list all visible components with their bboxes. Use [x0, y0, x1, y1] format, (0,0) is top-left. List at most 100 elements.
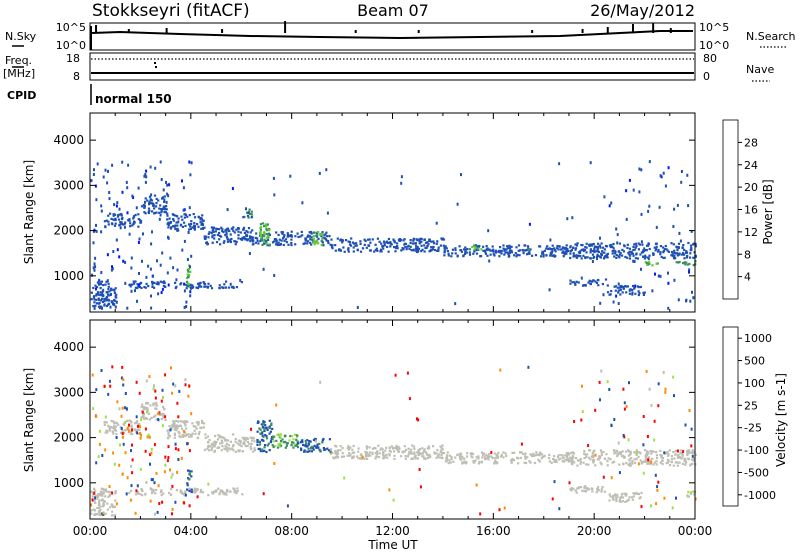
velocity-pixel: [615, 497, 618, 500]
velocity-speckle: [207, 482, 210, 486]
velocity-pixel: [615, 500, 618, 503]
power-speckle: [143, 174, 146, 178]
velocity-pixel: [672, 464, 675, 467]
power-pixel: [502, 244, 505, 247]
power-speckle: [289, 174, 292, 178]
velocity-hot-pixel: [305, 442, 308, 445]
velocity-hot-pixel: [317, 446, 320, 449]
velocity-pixel: [523, 461, 526, 464]
velocity-speckle: [151, 478, 154, 482]
power-speckle: [129, 284, 132, 288]
power-hot-pixel: [246, 211, 249, 214]
power-hot-pixel: [186, 280, 189, 283]
velocity-pixel: [686, 452, 689, 455]
velocity-speckle: [655, 502, 658, 506]
velocity-pixel: [150, 416, 153, 419]
power-speckle: [634, 284, 637, 288]
power-hot-pixel: [260, 226, 263, 229]
velocity-pixel: [197, 422, 200, 425]
velocity-pixel: [427, 445, 430, 448]
power-pixel: [579, 255, 582, 258]
velocity-pixel: [235, 490, 238, 493]
power-pixel: [585, 246, 588, 249]
power-pixel: [120, 221, 123, 224]
velocity-pixel: [253, 447, 256, 450]
power-pixel: [588, 244, 591, 248]
power-pixel: [625, 291, 628, 294]
power-data: [90, 160, 697, 310]
velocity-speckle: [112, 451, 115, 455]
velocity-pixel: [450, 457, 453, 461]
power-pixel: [601, 246, 605, 249]
velocity-pixel: [587, 463, 590, 466]
velocity-pixel: [200, 426, 203, 429]
y-tick-label: 3000: [53, 385, 84, 399]
power-speckle: [659, 174, 662, 178]
velocity-pixel: [164, 418, 167, 422]
velocity-speckle: [361, 455, 364, 459]
power-pixel: [500, 250, 503, 253]
velocity-pixel: [435, 452, 438, 455]
power-speckle: [686, 173, 689, 177]
power-hot-pixel: [267, 235, 270, 238]
power-speckle: [672, 225, 675, 228]
velocity-pixel: [201, 491, 204, 494]
power-speckle: [162, 188, 165, 192]
velocity-speckle: [394, 373, 397, 377]
power-pixel: [637, 286, 640, 289]
power-pixel: [278, 243, 281, 246]
power-pixel: [574, 247, 578, 250]
power-pixel: [256, 239, 259, 242]
velocity-speckle: [647, 458, 650, 462]
power-pixel: [99, 307, 102, 310]
velocity-pixel: [613, 460, 616, 463]
power-pixel: [612, 242, 615, 246]
power-pixel: [223, 240, 226, 243]
power-speckle: [680, 180, 683, 184]
power-pixel: [283, 234, 286, 237]
power-pixel: [600, 253, 603, 257]
power-pixel: [595, 281, 598, 284]
velocity-hot-pixel: [272, 440, 275, 443]
velocity-speckle: [625, 405, 628, 408]
velocity-pixel: [155, 407, 158, 410]
power-pixel: [608, 244, 611, 247]
power-hot-pixel: [651, 264, 654, 267]
velocity-pixel: [667, 453, 670, 456]
velocity-pixel: [487, 455, 490, 458]
power-pixel: [420, 244, 423, 247]
power-pixel: [186, 215, 189, 218]
velocity-pixel: [184, 490, 187, 493]
power-pixel: [165, 208, 168, 211]
power-pixel: [352, 246, 355, 249]
power-pixel: [621, 248, 624, 251]
velocity-pixel: [236, 490, 239, 493]
power-speckle: [111, 265, 113, 269]
power-speckle: [435, 221, 438, 225]
power-pixel: [634, 242, 637, 245]
power-pixel: [454, 252, 457, 255]
velocity-speckle: [657, 404, 660, 408]
velocity-pixel: [107, 424, 110, 427]
velocity-pixel: [413, 447, 416, 450]
velocity-pixel: [213, 445, 216, 448]
velocity-speckle: [130, 464, 133, 468]
power-pixel: [596, 253, 599, 256]
power-pixel: [466, 248, 469, 251]
velocity-pixel: [374, 457, 377, 460]
power-speckle: [602, 293, 605, 297]
power-pixel: [303, 242, 307, 245]
velocity-pixel: [611, 498, 615, 501]
power-pixel: [249, 236, 252, 239]
power-pixel: [580, 248, 583, 251]
velocity-pixel: [649, 459, 652, 462]
power-pixel: [300, 230, 303, 233]
velocity-hot-pixel: [309, 440, 312, 443]
velocity-pixel: [633, 451, 636, 454]
power-pixel: [694, 244, 697, 248]
velocity-pixel: [679, 449, 682, 452]
velocity-speckle: [177, 448, 180, 452]
power-speckle: [109, 305, 112, 309]
velocity-pixel: [649, 450, 652, 453]
power-pixel: [188, 228, 191, 231]
